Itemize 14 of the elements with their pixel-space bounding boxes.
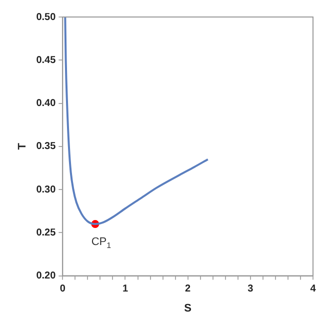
- y-axis-title: T: [16, 142, 29, 150]
- x-tick-label: 3: [248, 284, 254, 295]
- y-tick-label: 0.25: [36, 227, 56, 238]
- x-tick-label: 2: [185, 284, 192, 295]
- x-tick-label: 1: [122, 284, 128, 295]
- x-tick-label: 0: [60, 284, 66, 295]
- x-tick-label: 4: [310, 284, 316, 295]
- y-tick-label: 0.35: [36, 141, 56, 152]
- y-tick-label: 0.50: [36, 12, 56, 23]
- x-axis-title: S: [184, 302, 192, 314]
- y-tick-label: 0.30: [36, 184, 56, 196]
- y-tick-label: 0.40: [36, 98, 56, 110]
- y-tick-label: 0.45: [36, 54, 56, 66]
- y-tick-label: 0.20: [36, 270, 56, 282]
